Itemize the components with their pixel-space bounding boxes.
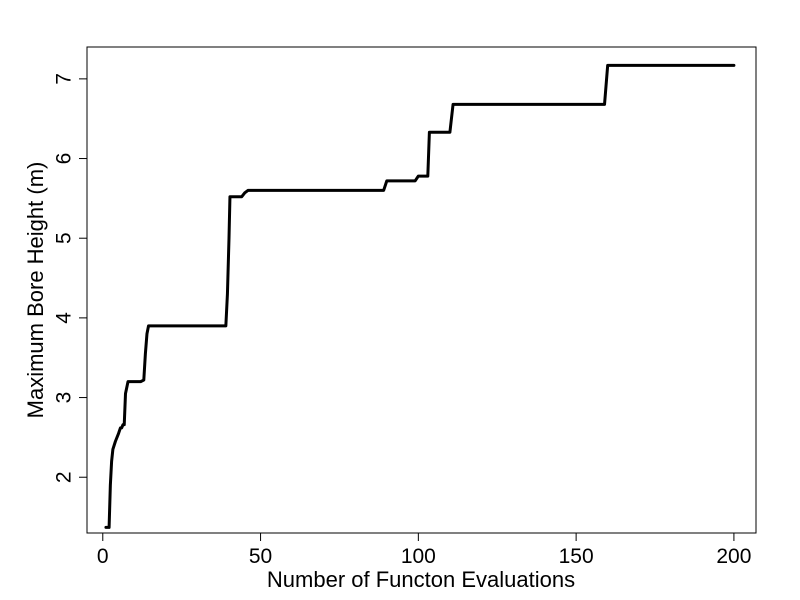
series-layer [104,63,736,529]
x-axis-ticks: 0 50 100 150 200 [97,533,751,568]
plot-frame [86,46,757,534]
series-line [104,63,736,529]
y-tick-label: 2 [53,471,76,483]
y-tick-label: 5 [53,232,76,244]
y-tick-label: 6 [53,153,76,165]
y-axis-ticks: 2 3 4 5 6 7 [53,73,87,483]
x-tick-label: 200 [716,545,751,568]
x-tick-label: 100 [401,545,436,568]
y-tick-label: 3 [53,392,76,404]
x-axis-title: Number of Functon Evaluations [267,567,575,592]
y-axis-title: Maximum Bore Height (m) [23,162,48,419]
y-tick-label: 7 [53,73,76,85]
x-tick-label: 50 [249,545,272,568]
x-tick-label: 0 [97,545,109,568]
y-tick-label: 4 [53,312,76,324]
x-tick-label: 150 [559,545,594,568]
